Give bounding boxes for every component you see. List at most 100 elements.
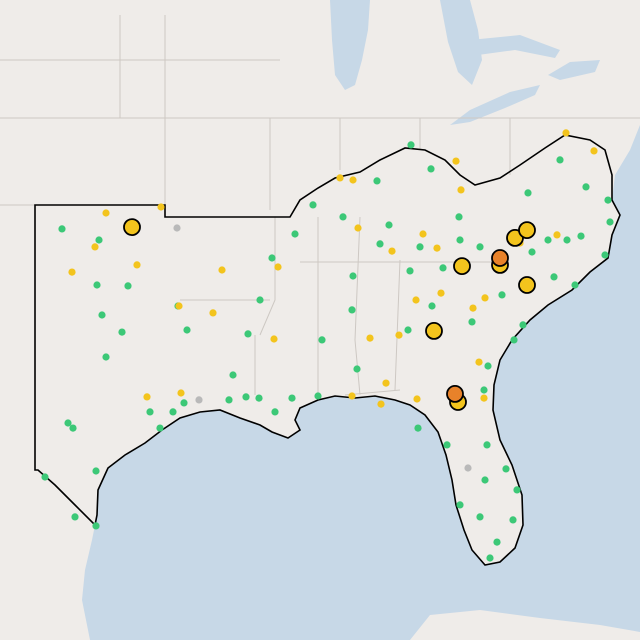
marker[interactable] [118,328,126,336]
highlight-marker[interactable] [425,321,443,340]
marker[interactable] [484,362,492,370]
marker[interactable] [404,326,412,334]
marker[interactable] [544,236,552,244]
marker[interactable] [412,296,420,304]
marker[interactable] [64,419,72,427]
marker[interactable] [270,335,278,343]
marker[interactable] [502,465,510,473]
marker[interactable] [464,464,472,472]
marker[interactable] [256,296,264,304]
marker[interactable] [339,213,347,221]
marker[interactable] [443,441,451,449]
marker[interactable] [314,392,322,400]
marker[interactable] [175,302,183,310]
marker[interactable] [456,501,464,509]
marker[interactable] [95,236,103,244]
marker[interactable] [69,424,77,432]
marker[interactable] [480,386,488,394]
marker[interactable] [348,392,356,400]
marker[interactable] [102,209,110,217]
marker[interactable] [476,513,484,521]
highlight-marker[interactable] [453,257,471,276]
marker[interactable] [582,183,590,191]
highlight-marker[interactable] [491,249,509,267]
marker[interactable] [71,513,79,521]
highlight-marker[interactable] [518,276,536,294]
marker[interactable] [414,424,422,432]
marker[interactable] [93,281,101,289]
marker[interactable] [349,176,357,184]
marker[interactable] [354,224,362,232]
marker[interactable] [92,467,100,475]
marker[interactable] [407,141,415,149]
marker[interactable] [291,230,299,238]
marker[interactable] [348,306,356,314]
marker[interactable] [177,389,185,397]
marker[interactable] [255,394,263,402]
marker[interactable] [480,394,488,402]
marker[interactable] [377,400,385,408]
marker[interactable] [486,554,494,562]
marker[interactable] [553,231,561,239]
marker[interactable] [169,408,177,416]
marker[interactable] [143,393,151,401]
marker[interactable] [524,189,532,197]
marker[interactable] [510,336,518,344]
marker[interactable] [180,399,188,407]
marker[interactable] [124,282,132,290]
marker[interactable] [274,263,282,271]
marker[interactable] [271,408,279,416]
marker[interactable] [309,201,317,209]
marker[interactable] [388,247,396,255]
marker[interactable] [58,225,66,233]
marker[interactable] [353,365,361,373]
marker[interactable] [229,371,237,379]
marker[interactable] [476,243,484,251]
marker[interactable] [455,213,463,221]
highlight-marker[interactable] [518,221,536,240]
marker[interactable] [157,203,165,211]
marker[interactable] [244,330,252,338]
marker[interactable] [493,538,501,546]
marker[interactable] [439,264,447,272]
marker[interactable] [469,304,477,312]
marker[interactable] [373,177,381,185]
marker[interactable] [513,486,521,494]
marker[interactable] [427,165,435,173]
marker[interactable] [91,243,99,251]
marker[interactable] [457,186,465,194]
marker[interactable] [475,358,483,366]
marker[interactable] [601,251,609,259]
marker[interactable] [366,334,374,342]
marker[interactable] [183,326,191,334]
marker[interactable] [433,244,441,252]
marker[interactable] [528,248,536,256]
marker[interactable] [376,240,384,248]
marker[interactable] [156,424,164,432]
marker[interactable] [604,196,612,204]
marker[interactable] [225,396,233,404]
marker[interactable] [419,230,427,238]
marker[interactable] [195,396,203,404]
marker[interactable] [416,243,424,251]
marker[interactable] [102,353,110,361]
marker[interactable] [413,395,421,403]
marker[interactable] [385,221,393,229]
marker[interactable] [498,291,506,299]
marker[interactable] [481,476,489,484]
marker[interactable] [133,261,141,269]
marker[interactable] [318,336,326,344]
marker[interactable] [218,266,226,274]
marker[interactable] [519,321,527,329]
marker[interactable] [481,294,489,302]
marker[interactable] [428,302,436,310]
marker[interactable] [483,441,491,449]
marker[interactable] [452,157,460,165]
marker[interactable] [571,281,579,289]
marker[interactable] [437,289,445,297]
marker[interactable] [68,268,76,276]
marker[interactable] [590,147,598,155]
marker[interactable] [146,408,154,416]
marker[interactable] [173,224,181,232]
marker[interactable] [606,218,614,226]
